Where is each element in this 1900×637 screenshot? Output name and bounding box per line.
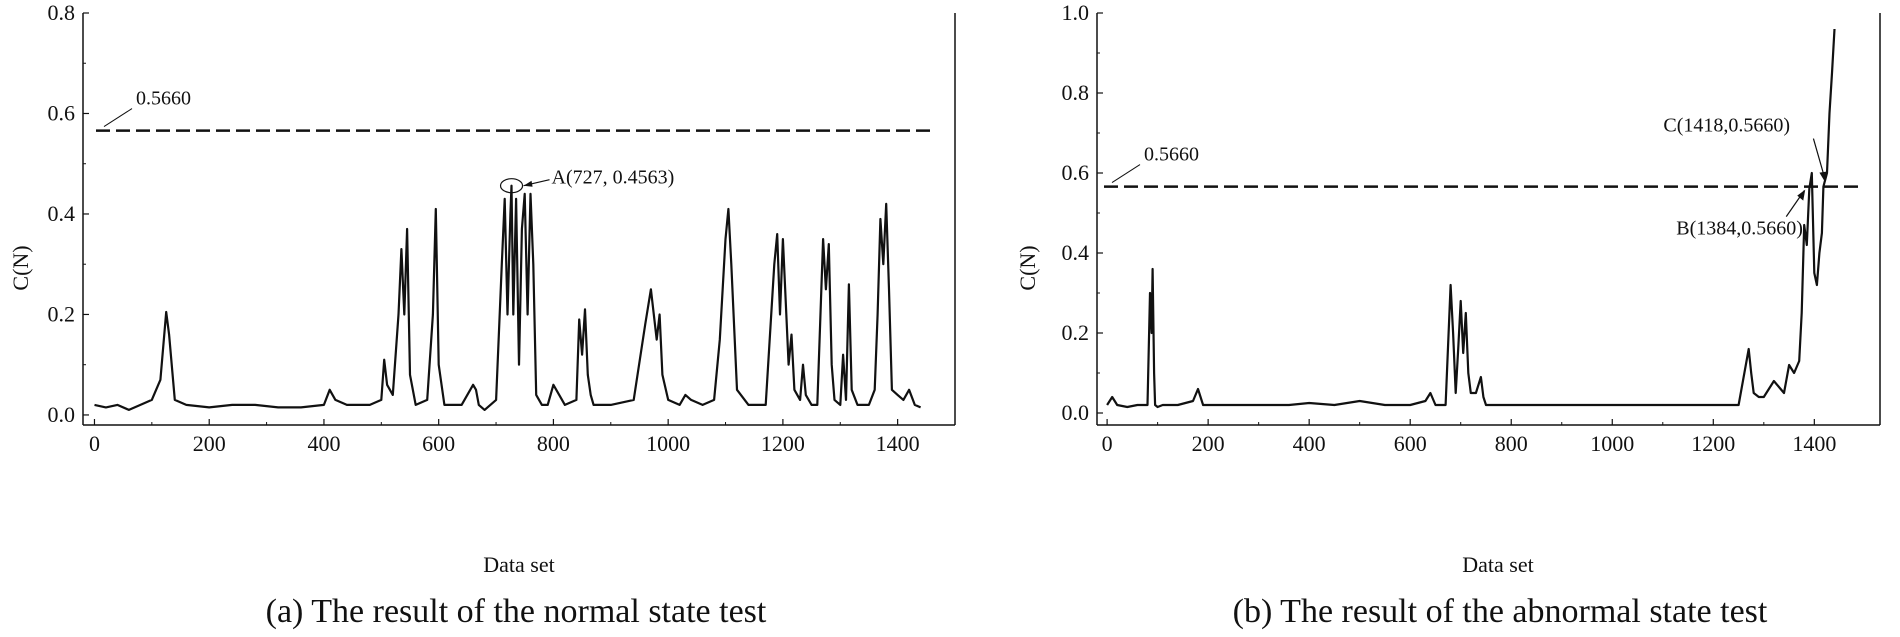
x-tick-label: 800 [1495,431,1528,456]
chart-a-marks: 0.5660 A(727, 0.4563) [94,88,935,411]
chart-b-marks: 0.5660 C(1418,0.5660) B(1384,0.5660) [1104,28,1860,409]
threshold-label: 0.5660 [136,88,191,110]
annotation-label: C(1418,0.5660) [1663,115,1790,137]
chart-b-axes: 0 200 400 600 800 1000 1200 1400 0.0 0.2 0.4 0.6 0.8… [1062,0,1881,456]
series-line [1106,28,1836,409]
y-tick-label: 1.0 [1062,0,1090,25]
chart-a-x-axis-label: Data set [483,552,554,577]
annotation-circle [499,178,524,194]
x-tick-label: 600 [422,431,455,456]
y-tick-label: 0.8 [48,0,76,25]
chart-abnormal-state: 0 200 400 600 800 1000 1200 1400 0.0 0.2 0.4 0.6 0.8… [1015,0,1881,630]
y-tick-label: 0.0 [1062,400,1090,425]
y-tick-label: 0.4 [1062,240,1090,265]
annotation-label: A(727, 0.4563) [552,167,675,189]
y-tick-label: 0.6 [1062,160,1090,185]
y-tick-label: 0.8 [1062,80,1090,105]
y-tick-label: 0.2 [1062,320,1090,345]
chart-a-axes: 0 200 400 600 800 1000 1200 1400 0.0 0.2 0.4 0.6 0.8 [48,0,956,456]
x-tick-label: 600 [1394,431,1427,456]
y-tick-label: 0.6 [48,100,76,125]
x-tick-label: 400 [1293,431,1326,456]
series-line [94,184,922,411]
x-tick-label: 200 [1192,431,1225,456]
threshold-label: 0.5660 [1144,144,1199,166]
x-tick-label: 400 [307,431,340,456]
x-tick-label: 200 [193,431,226,456]
x-tick-label: 0 [1102,431,1113,456]
x-tick-label: 800 [537,431,570,456]
threshold-leader-line [103,108,133,127]
annotation-arrowhead [1797,189,1806,201]
chart-a-caption: (a) The result of the normal state test [266,593,767,630]
y-tick-label: 0.0 [48,402,76,427]
chart-normal-state: 0 200 400 600 800 1000 1200 1400 0.0 0.2 0.4 0.6 0.8… [8,0,956,630]
x-tick-label: 1400 [876,431,920,456]
chart-b-caption: (b) The result of the abnormal state tes… [1233,593,1768,630]
x-tick-label: 1200 [1691,431,1735,456]
x-tick-label: 1400 [1792,431,1836,456]
annotation-arrowhead [1819,171,1827,183]
x-tick-label: 0 [89,431,100,456]
x-tick-label: 1000 [1590,431,1634,456]
chart-a-y-axis-label: C(N) [8,245,33,290]
chart-b-y-axis-label: C(N) [1015,245,1040,290]
threshold-leader-line [1111,164,1141,184]
x-tick-label: 1200 [761,431,805,456]
annotation-arrowhead [523,180,533,187]
y-tick-label: 0.2 [48,301,76,326]
y-tick-label: 0.4 [48,201,76,226]
annotation-label: B(1384,0.5660) [1676,218,1803,240]
chart-b-x-axis-label: Data set [1462,552,1533,577]
x-tick-label: 1000 [646,431,690,456]
